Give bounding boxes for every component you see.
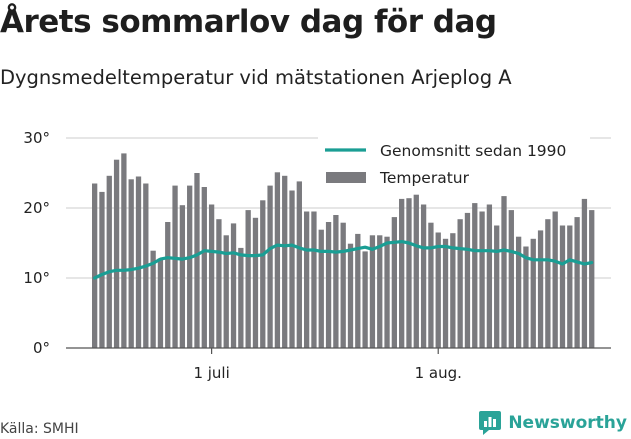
- temperature-bar: [245, 210, 251, 348]
- brand-name: Newsworthy: [508, 413, 627, 433]
- temperature-bar: [238, 247, 244, 348]
- y-tick-label: 0°: [33, 339, 50, 357]
- temperature-bar: [99, 191, 105, 348]
- temperature-bar: [165, 222, 171, 348]
- temperature-bar: [464, 212, 471, 348]
- temperature-bar: [377, 235, 383, 348]
- average-line: [93, 240, 594, 280]
- temperature-bar: [260, 200, 266, 348]
- temperature-bar: [318, 229, 324, 348]
- temperature-bar: [574, 217, 580, 348]
- temperature-bar: [369, 235, 376, 348]
- temperature-bar: [216, 219, 222, 348]
- temperature-bar: [179, 205, 186, 348]
- temperature-bar: [435, 232, 441, 348]
- y-tick-label: 10°: [23, 269, 50, 287]
- temperature-bar: [135, 176, 142, 348]
- temperature-bar: [362, 251, 368, 348]
- source-credit: Källa: SMHI: [0, 421, 79, 437]
- temperature-bar: [399, 198, 405, 348]
- temperature-bar: [530, 238, 536, 348]
- temperature-bar: [355, 233, 361, 348]
- y-tick-label: 20°: [23, 199, 50, 217]
- temperature-bar: [201, 187, 207, 348]
- y-tick-label: 30°: [23, 129, 50, 147]
- temperature-bar: [325, 222, 332, 348]
- temperature-bar: [252, 217, 259, 348]
- temperature-bar: [282, 175, 288, 348]
- temperature-bar: [267, 185, 273, 348]
- temperature-bar: [230, 223, 237, 348]
- temperature-bar: [113, 159, 120, 348]
- legend-temperature-label: Temperatur: [379, 169, 470, 187]
- temperature-bar: [406, 198, 412, 348]
- legend-temperature-swatch: [326, 172, 366, 183]
- temperature-bar: [208, 204, 215, 348]
- x-axis: 1 juli 1 aug.: [193, 348, 462, 382]
- temperature-bar: [501, 196, 507, 348]
- temperature-bar: [384, 236, 390, 348]
- newsworthy-logo-icon: [479, 411, 502, 435]
- x-tick-label: 1 juli: [193, 364, 229, 382]
- temperature-bar: [347, 243, 354, 348]
- temperature-bar: [172, 185, 178, 348]
- temperature-bar: [223, 235, 229, 348]
- temperature-bar: [296, 181, 302, 348]
- temperature-bar: [157, 258, 164, 348]
- temperature-bar: [311, 211, 317, 348]
- temperature-bar: [420, 204, 427, 348]
- legend-average-label: Genomsnitt sedan 1990: [380, 142, 566, 160]
- temperature-bar: [340, 222, 346, 348]
- temperature-bar: [92, 183, 98, 348]
- temperature-bar: [457, 219, 463, 348]
- temperature-bar: [508, 210, 514, 348]
- temperature-bar: [442, 238, 449, 348]
- temperature-bar: [515, 236, 522, 348]
- brand-logo: Newsworthy: [478, 409, 627, 437]
- temperature-bar: [559, 225, 566, 348]
- temperature-bar: [479, 211, 485, 348]
- y-axis: 0° 10° 20° 30°: [23, 129, 50, 357]
- chart-title: Årets sommarlov dag för dag: [0, 4, 497, 40]
- temperature-bar: [303, 211, 310, 348]
- temperature-bar: [581, 198, 588, 348]
- temperature-bar: [128, 179, 134, 348]
- legend: Genomsnitt sedan 1990 Temperatur: [318, 135, 590, 191]
- temperature-bar: [567, 225, 573, 348]
- temperature-bar: [428, 222, 434, 348]
- temperature-bar: [523, 246, 529, 348]
- temperature-bar: [589, 210, 595, 348]
- temperature-bar: [552, 211, 558, 348]
- temperature-bar: [391, 217, 398, 348]
- temperature-bar: [413, 194, 419, 348]
- temperature-bar: [194, 173, 200, 348]
- temperature-bar: [333, 215, 339, 348]
- temperature-bar: [187, 185, 193, 348]
- temperature-bar: [537, 230, 544, 348]
- temperature-bar: [150, 250, 156, 348]
- temperature-bar: [494, 225, 500, 348]
- temperature-bar: [106, 175, 112, 348]
- temperature-bar: [545, 219, 551, 348]
- temperature-bar: [450, 233, 456, 348]
- temperature-bar: [289, 190, 295, 348]
- temperature-bar: [121, 153, 127, 348]
- temperature-bar: [274, 172, 281, 348]
- x-tick-label: 1 aug.: [415, 364, 462, 382]
- chart-subtitle: Dygnsmedeltemperatur vid mätstationen Ar…: [0, 66, 512, 89]
- temperature-bar: [472, 203, 478, 348]
- temperature-bar: [486, 204, 493, 348]
